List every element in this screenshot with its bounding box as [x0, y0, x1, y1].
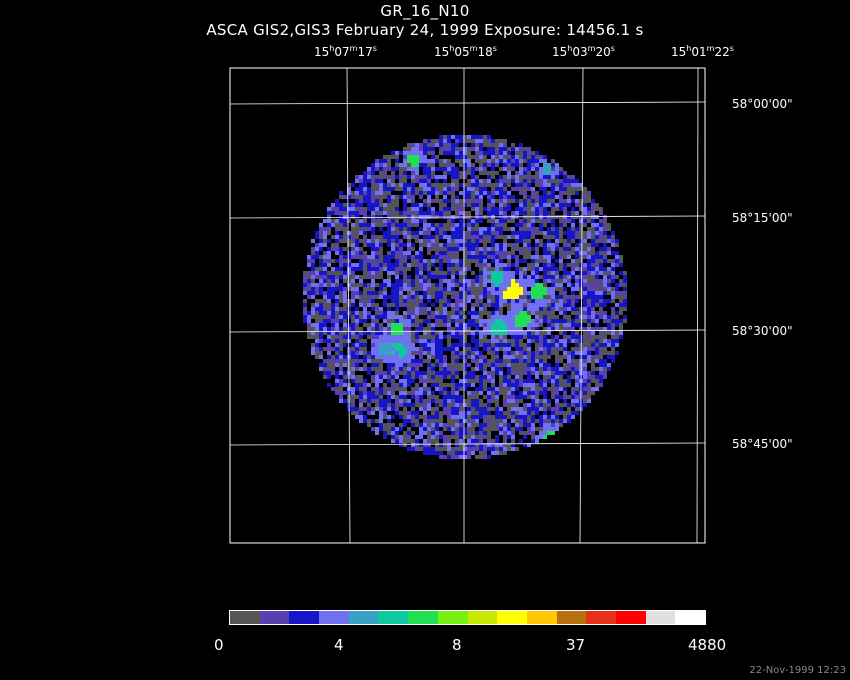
- grid-line: [229, 329, 706, 333]
- colorbar-swatch: [675, 611, 705, 624]
- grid-line: [346, 67, 351, 544]
- colorbar-swatch: [289, 611, 320, 624]
- colorbar-label-4: 4: [334, 636, 344, 654]
- colorbar-label-8: 8: [452, 636, 462, 654]
- plot-frame: [229, 67, 706, 544]
- colorbar-swatch: [230, 611, 260, 624]
- colorbar-swatch: [526, 611, 557, 624]
- colorbar-swatch: [586, 611, 616, 624]
- ra-label-3: 15h03m20s: [552, 44, 615, 59]
- dec-label-3: 58°30'00": [732, 324, 793, 338]
- colorbar-swatch: [645, 611, 676, 624]
- dec-label-1: 58°00'00": [732, 97, 793, 111]
- detector-field: [303, 135, 627, 459]
- grid-line: [229, 442, 706, 446]
- grid-line: [229, 101, 706, 105]
- colorbar-swatch: [378, 611, 409, 624]
- colorbar-swatch: [497, 611, 527, 624]
- dec-label-4: 58°45'00": [732, 437, 793, 451]
- colorbar-label-0: 0: [214, 636, 224, 654]
- colorbar-label-37: 37: [566, 636, 586, 654]
- image-subtitle: ASCA GIS2,GIS3 February 24, 1999 Exposur…: [206, 21, 644, 39]
- colorbar-swatch: [615, 611, 646, 624]
- timestamp: 22-Nov-1999 12:23: [749, 665, 846, 676]
- colorbar-label-4880: 4880: [688, 636, 727, 654]
- colorbar-swatch: [259, 611, 290, 624]
- colorbar-swatch: [408, 611, 438, 624]
- grid-line: [229, 215, 706, 219]
- colorbar-swatch: [467, 611, 498, 624]
- ra-label-2: 15h05m18s: [434, 44, 497, 59]
- grid-line: [696, 67, 699, 544]
- colorbar-swatch: [348, 611, 379, 624]
- colorbar-swatch: [437, 611, 468, 624]
- image-title: GR_16_N10: [380, 2, 470, 20]
- colorbar: [229, 610, 706, 625]
- colorbar-swatch: [556, 611, 587, 624]
- dec-label-2: 58°15'00": [732, 211, 793, 225]
- ra-label-4: 15h01m22s: [671, 44, 734, 59]
- grid-line: [579, 67, 584, 544]
- colorbar-swatch: [319, 611, 349, 624]
- ra-label-1: 15h07m17s: [314, 44, 377, 59]
